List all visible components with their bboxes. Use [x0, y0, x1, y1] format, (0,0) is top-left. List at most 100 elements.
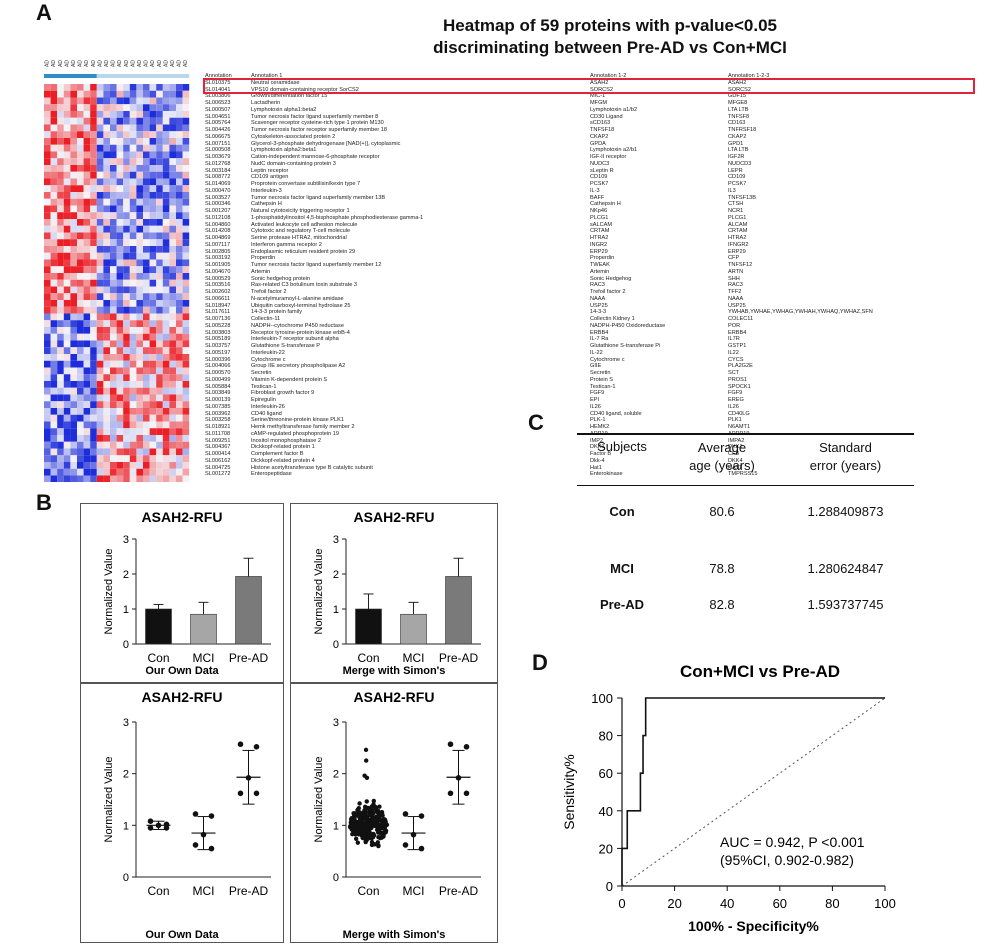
annotation-cell: SL009251 [205, 437, 231, 444]
heatmap-cell [70, 306, 77, 314]
heatmap-cell [63, 279, 71, 287]
heatmap-cell [136, 347, 143, 354]
heatmap-cell [156, 374, 163, 381]
data-point [367, 824, 373, 829]
heatmap-cell [162, 171, 170, 179]
data-point [370, 815, 375, 821]
heatmap-cell [90, 144, 97, 152]
heatmap-cell [70, 192, 77, 199]
heatmap-cell [162, 111, 170, 118]
heatmap-cell [149, 306, 157, 314]
heatmap-cell [162, 421, 170, 429]
heatmap-cell [110, 158, 117, 165]
heatmap-cell [116, 327, 124, 334]
heatmap-cell [110, 367, 117, 375]
annotation-cell: SL006675 [205, 133, 231, 140]
heatmap-cell [63, 144, 71, 152]
annotation-cell: Serine/threonine-protein kinase PLK1 [251, 417, 344, 424]
annotation-cell: Properdin [251, 255, 276, 262]
heatmap-cell [136, 394, 143, 402]
heatmap-cell [182, 151, 190, 159]
annotation-cell: LTA LTB [728, 147, 749, 154]
annotation-cell: GIIE [590, 363, 602, 370]
heatmap-cell [176, 104, 183, 111]
heatmap-cell [156, 171, 163, 179]
heatmap-cell [96, 144, 104, 152]
heatmap-cell [103, 448, 110, 456]
heatmap-cell [182, 225, 190, 233]
heatmap-cell [162, 259, 170, 267]
heatmap-cell [123, 144, 130, 152]
heatmap-cell [149, 408, 157, 415]
heatmap-cell [169, 246, 176, 253]
heatmap-cell [96, 151, 104, 159]
heatmap-cell [50, 421, 58, 429]
heatmap-cell [169, 327, 176, 334]
heatmap-cell [96, 232, 104, 240]
annotation-cell: TNFSF8 [728, 113, 750, 120]
heatmap-cell [77, 239, 84, 246]
heatmap-cell [83, 300, 91, 307]
heatmap-cell [83, 340, 91, 348]
heatmap-column-label: AD [170, 60, 176, 67]
heatmap-cell [50, 171, 58, 179]
heatmap-cell [136, 360, 143, 368]
heatmap-cell [90, 219, 97, 226]
heatmap-cell [136, 144, 143, 152]
heatmap-cell [44, 300, 51, 307]
heatmap-cell [44, 266, 51, 273]
heatmap-cell [63, 246, 71, 253]
heatmap-cell [50, 158, 58, 165]
heatmap-cell [182, 448, 190, 456]
heatmap-cell [103, 313, 110, 321]
heatmap-cell [110, 246, 117, 253]
heatmap-cell [90, 408, 97, 415]
annotation-cell: Protein S [590, 376, 614, 383]
heatmap-cell [149, 165, 157, 172]
heatmap-cell [44, 340, 51, 348]
x-tick-label: MCI [403, 884, 425, 898]
heatmap-cell [63, 347, 71, 354]
heatmap-cell [143, 111, 150, 118]
heatmap-cell [103, 104, 110, 111]
heatmap-cell [123, 367, 130, 375]
heatmap-cell [176, 266, 183, 273]
heatmap-cell [136, 266, 143, 273]
heatmap-cell [169, 387, 176, 395]
heatmap-cell [44, 239, 51, 246]
heatmap-cell [44, 158, 51, 165]
heatmap-cell [77, 333, 84, 341]
heatmap-cell [83, 111, 91, 118]
annotation-cell: SL003803 [205, 329, 231, 336]
heatmap-cell [110, 347, 117, 354]
annotation-cell: SL005764 [205, 120, 231, 127]
heatmap-cell [90, 354, 97, 361]
data-point [357, 801, 362, 806]
heatmap-cell [96, 448, 104, 456]
heatmap-cell [136, 313, 143, 321]
bar [235, 576, 262, 645]
heatmap-cell [176, 131, 183, 138]
heatmap-cell [143, 158, 150, 165]
heatmap-cell [116, 246, 124, 253]
annotation-cell: SL006611 [205, 295, 231, 302]
heatmap-cell [182, 435, 190, 442]
heatmap-cell [123, 171, 130, 179]
heatmap-cell [50, 192, 58, 199]
heatmap-cell [44, 462, 51, 469]
heatmap-cell [116, 306, 124, 314]
heatmap-cell [44, 117, 51, 125]
data-point [356, 821, 362, 827]
heatmap-cell [57, 435, 64, 442]
heatmap-cell [90, 414, 97, 422]
annotation-cell: TFF2 [728, 289, 742, 295]
heatmap-cell [96, 462, 104, 469]
heatmap-cell [50, 340, 58, 348]
heatmap-cell [156, 333, 163, 341]
heatmap-cell [129, 333, 137, 341]
heatmap-cell [57, 131, 64, 138]
heatmap-cell [129, 327, 137, 334]
heatmap-cell [143, 232, 150, 240]
heatmap-cell [70, 178, 77, 186]
heatmap-cell [77, 340, 84, 348]
